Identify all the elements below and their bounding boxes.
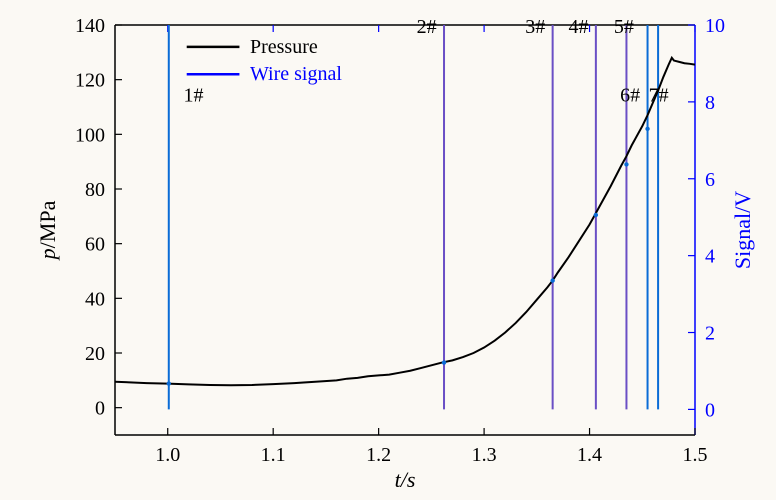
annotation: 2# [417, 16, 437, 38]
ytick-left-label: 140 [75, 15, 105, 37]
marker-dot [624, 162, 628, 166]
pressure-signal-chart: 1.0 1.1 1.2 1.3 1.4 1.5 0 20 40 60 80 100 120 140 0 2 4 6… [0, 0, 776, 500]
ytick-left-label: 20 [85, 343, 105, 365]
ytick-left-label: 80 [85, 179, 105, 201]
xtick-label: 1.2 [366, 444, 391, 466]
annotation: 6# [620, 85, 640, 107]
ytick-right-label: 0 [705, 399, 715, 421]
marker-dot [594, 213, 598, 217]
marker-dot [167, 381, 171, 385]
xlabel: t/s [395, 467, 416, 492]
xtick-label: 1.5 [683, 444, 708, 466]
ylabel-left: p/MPa [35, 200, 60, 261]
xtick-label: 1.0 [155, 444, 180, 466]
marker-dot [442, 360, 446, 364]
ytick-left-label: 0 [95, 398, 105, 420]
legend-label: Pressure [250, 36, 318, 58]
ytick-right-label: 4 [705, 246, 715, 268]
marker-dot [645, 127, 649, 131]
xtick-label: 1.1 [261, 444, 286, 466]
annotation: 4# [568, 16, 588, 38]
ytick-right-label: 10 [705, 15, 725, 37]
annotation: 1# [184, 85, 204, 107]
ylabel-right: Signal/V [730, 191, 755, 269]
ytick-right-label: 2 [705, 323, 715, 345]
pressure-line [115, 58, 695, 385]
legend-label: Wire signal [250, 63, 342, 85]
annotation: 5# [614, 16, 634, 38]
ytick-left-label: 120 [75, 70, 105, 92]
marker-dot [550, 278, 554, 282]
xtick-label: 1.3 [472, 444, 497, 466]
ytick-right-label: 6 [705, 169, 715, 191]
annotation: 7# [649, 85, 669, 107]
ytick-left-label: 60 [85, 234, 105, 256]
annotation: 3# [525, 16, 545, 38]
ytick-left-label: 40 [85, 288, 105, 310]
ytick-right-label: 8 [705, 92, 715, 114]
ytick-left-label: 100 [75, 124, 105, 146]
xtick-label: 1.4 [577, 444, 602, 466]
